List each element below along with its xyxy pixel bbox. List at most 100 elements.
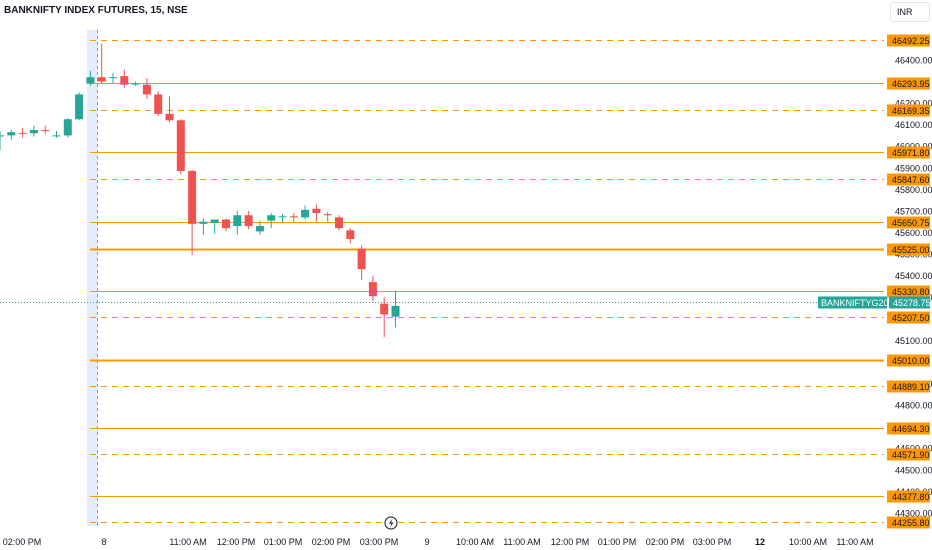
level-label-box xyxy=(887,77,930,90)
candle-body xyxy=(41,130,50,132)
x-tick-label: 11:00 AM xyxy=(503,537,540,547)
candle-body xyxy=(244,215,253,227)
level-label-box xyxy=(887,516,930,529)
x-tick-label: 02:00 PM xyxy=(646,537,685,547)
candle-body xyxy=(210,219,219,223)
session-highlight xyxy=(87,30,98,526)
price-levels xyxy=(90,40,884,523)
candle-body xyxy=(131,83,140,85)
current-price-marker: BANKNIFTYG2024 45278.75 xyxy=(818,296,931,309)
candle-body xyxy=(289,216,298,218)
x-tick-label: 01:00 PM xyxy=(264,537,303,547)
level-label-box xyxy=(887,448,930,461)
candle-body xyxy=(255,226,264,232)
x-tick-label: 12:00 PM xyxy=(217,537,256,547)
x-tick-label: 10:00 AM xyxy=(456,537,494,547)
level-label: 44889.10 xyxy=(892,382,930,392)
x-tick-label: 9 xyxy=(424,537,429,547)
candle-body xyxy=(199,221,208,224)
current-price-value-box xyxy=(889,296,930,309)
candle-body xyxy=(63,119,72,136)
level-label: 45330.80 xyxy=(892,287,930,297)
candle-body xyxy=(97,77,106,82)
candle-body xyxy=(120,76,129,85)
y-tick-label: 46400.00 xyxy=(895,55,932,65)
level-label: 44377.80 xyxy=(892,492,930,502)
level-label-box xyxy=(887,243,930,256)
candle-body xyxy=(75,94,84,120)
y-tick-label: 45800.00 xyxy=(895,185,932,195)
candle-body xyxy=(176,120,185,172)
level-label-box xyxy=(887,490,930,503)
candle-body xyxy=(165,113,174,121)
x-tick-label: 12:00 PM xyxy=(551,537,590,547)
candle-body xyxy=(188,171,197,224)
candle-body xyxy=(335,217,343,229)
y-tick-label: 45900.00 xyxy=(895,163,932,173)
level-label-box xyxy=(887,216,930,229)
level-label-box xyxy=(887,146,930,159)
level-label-box xyxy=(887,422,930,435)
lightning-icon[interactable] xyxy=(384,516,398,530)
level-label: 44694.30 xyxy=(892,424,930,434)
level-label: 46492.25 xyxy=(892,36,930,46)
current-price-symbol-box xyxy=(818,296,887,309)
y-tick-label: 46200.00 xyxy=(895,99,932,109)
candle-body xyxy=(52,135,61,137)
level-label-box xyxy=(887,104,930,117)
candles xyxy=(0,43,400,338)
x-tick-label: 10:00 AM xyxy=(789,537,827,547)
candle-body xyxy=(222,219,230,229)
y-tick-label: 45600.00 xyxy=(895,228,932,238)
x-tick-label: 11:00 AM xyxy=(836,537,873,547)
y-tick-label: 44500.00 xyxy=(895,465,932,475)
candle-body xyxy=(18,132,27,134)
candle-body xyxy=(86,77,95,84)
x-axis: 02:00 PM 8 11:00 AM 12:00 PM 01:00 PM 02:00 P… xyxy=(3,537,874,547)
level-label-box xyxy=(887,173,930,186)
x-tick-label: 01:00 PM xyxy=(598,537,637,547)
level-label: 45847.60 xyxy=(892,175,930,185)
level-label: 45525.00 xyxy=(892,245,930,255)
level-label: 44571.90 xyxy=(892,450,930,460)
candle-body xyxy=(267,215,276,221)
candle-body xyxy=(109,77,117,79)
candle-body xyxy=(7,132,16,136)
level-label: 44255.80 xyxy=(892,518,930,528)
level-labels: 46492.25 46293.95 46169.35 45971.80 45847.60… xyxy=(887,34,930,529)
candle-body xyxy=(233,215,242,227)
candle-body xyxy=(357,248,366,270)
level-label: 45971.80 xyxy=(892,148,930,158)
x-tick-label: 03:00 PM xyxy=(693,537,732,547)
y-tick-label: 45700.00 xyxy=(895,206,932,216)
x-tick-label: 8 xyxy=(101,537,106,547)
candle-body xyxy=(154,94,163,114)
x-tick-label: 02:00 PM xyxy=(312,537,351,547)
y-tick-label: 44300.00 xyxy=(895,508,932,518)
candle-body xyxy=(368,282,377,297)
candle-body xyxy=(323,214,332,216)
candle-body xyxy=(391,305,400,317)
candle-body xyxy=(312,208,321,214)
current-price-symbol: BANKNIFTYG2024 xyxy=(821,298,899,308)
chart-title: BANKNIFTY INDEX FUTURES, 15, NSE xyxy=(4,5,188,16)
x-tick-label: 02:00 PM xyxy=(3,537,42,547)
level-label-box xyxy=(887,354,930,367)
level-label: 45650.75 xyxy=(892,218,930,228)
level-label-box xyxy=(887,285,930,298)
level-label: 46293.95 xyxy=(892,79,930,89)
candle-body xyxy=(380,303,389,315)
candle-body xyxy=(0,135,4,137)
level-label: 45010.00 xyxy=(892,356,930,366)
candle-body xyxy=(142,84,151,95)
candle-body xyxy=(301,209,310,218)
current-price-value: 45278.75 xyxy=(893,298,931,308)
x-tick-label: 12 xyxy=(755,537,765,547)
currency-button[interactable]: INR xyxy=(890,2,930,22)
x-tick-label: 11:00 AM xyxy=(169,537,206,547)
y-tick-label: 45400.00 xyxy=(895,271,932,281)
y-tick-label: 44800.00 xyxy=(895,401,932,411)
candle-body xyxy=(278,216,287,218)
level-label-box xyxy=(887,34,930,47)
